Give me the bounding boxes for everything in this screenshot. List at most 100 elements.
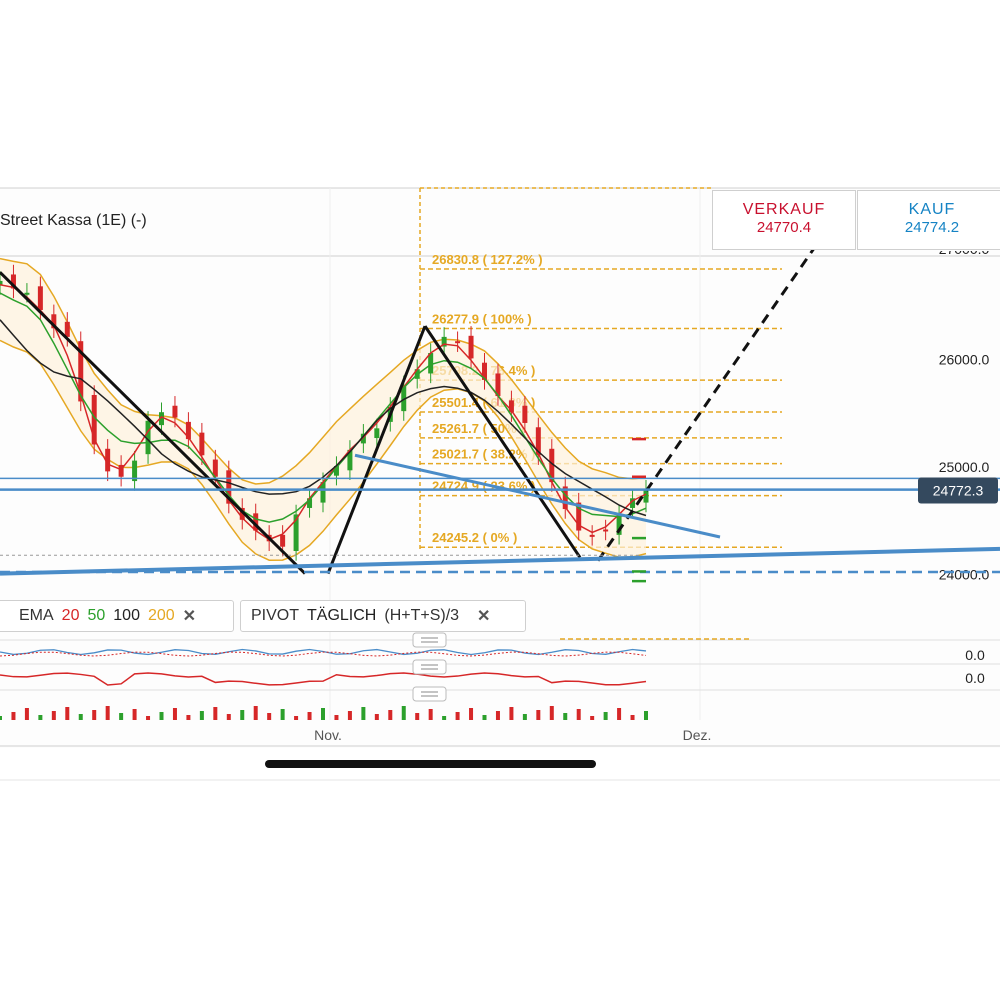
candle-body: [495, 373, 501, 397]
y-tick-label: 25000.0: [939, 459, 990, 475]
candle-body: [199, 432, 205, 456]
volume-bar: [267, 713, 272, 720]
ema-100-line: [0, 319, 647, 517]
pivot-indicator-chip[interactable]: PIVOT TÄGLICH (H+T+S)/3 ✕: [240, 600, 526, 632]
volume-bar: [509, 707, 514, 720]
candle-body: [455, 341, 461, 344]
volume-bar: [92, 710, 97, 720]
ema-period-100: 100: [113, 607, 140, 624]
volume-bar: [334, 715, 339, 720]
fib-level-label: 25261.7 ( 50% ): [432, 421, 525, 436]
volume-bar: [280, 709, 285, 720]
remove-ema-icon[interactable]: ✕: [182, 608, 197, 625]
candle-body: [78, 341, 84, 402]
panel-resize-handle: [412, 659, 447, 675]
pivot-label: PIVOT: [251, 607, 300, 624]
candle-body: [441, 336, 447, 347]
candle-body: [549, 448, 555, 483]
candle-body: [51, 314, 57, 329]
volume-bar: [361, 707, 366, 720]
candle-body: [616, 514, 622, 535]
volume-bar: [38, 715, 43, 720]
sell-value: 24770.4: [756, 219, 812, 236]
ema-period-20: 20: [61, 607, 80, 624]
candle-body: [91, 394, 97, 445]
fib-level-label: 26277.9 ( 100% ): [432, 311, 532, 326]
candle-body: [10, 274, 16, 289]
volume-bar: [172, 708, 177, 720]
resistance-trend-line: [354, 453, 721, 539]
candle-body: [307, 498, 313, 508]
volume-bar: [294, 716, 299, 720]
candle-body: [428, 353, 434, 374]
y-tick-label: 24000.0: [939, 567, 990, 583]
candle-body: [508, 400, 514, 413]
y-tick-label: 27000.0: [939, 241, 990, 257]
candle-body: [320, 482, 326, 503]
candle-body: [347, 449, 353, 471]
volume-bar: [146, 716, 151, 720]
fib-level-label: 26830.8 ( 127.2% ): [432, 252, 543, 267]
volume-bar: [428, 709, 433, 720]
buy-quote-button[interactable]: KAUF 24774.2: [857, 190, 1000, 250]
volume-bar: [65, 707, 70, 720]
ema-label: EMA: [19, 607, 54, 624]
volume-bar: [455, 712, 460, 720]
volume-bar: [105, 706, 110, 720]
volume-bar: [226, 714, 231, 720]
candle-body: [185, 421, 191, 440]
fib-level-label: 24245.2 ( 0% ): [432, 530, 517, 545]
candle-body: [522, 405, 528, 423]
volume-bar: [617, 708, 622, 720]
volume-bar: [347, 711, 352, 720]
volume-bar: [442, 716, 447, 720]
candle-body: [239, 507, 245, 520]
candle-body: [159, 412, 164, 426]
candle-body: [253, 513, 259, 531]
macd-signal: [0, 651, 647, 657]
volume-bar: [119, 713, 124, 720]
candle-body: [0, 280, 3, 286]
ema-period-200: 200: [147, 607, 175, 624]
volume-bar: [321, 708, 325, 720]
candle-body: [576, 502, 582, 531]
panel-resize-handle: [412, 632, 447, 648]
volume-bar: [495, 711, 500, 720]
candle-body: [401, 385, 407, 412]
candle-body: [333, 466, 339, 476]
remove-pivot-icon[interactable]: ✕: [477, 608, 491, 625]
candle-body: [360, 433, 366, 444]
price-tag-value: 24772.3: [933, 483, 984, 499]
volume-bar: [590, 716, 595, 720]
projection-dashed-line: [596, 244, 818, 562]
volume-bar: [415, 713, 420, 720]
candle-body: [468, 335, 474, 359]
volume-bar: [469, 708, 474, 720]
volume-bar: [0, 716, 2, 720]
candle-body: [172, 405, 178, 418]
volume-bar: [51, 711, 56, 720]
volume-bar: [11, 712, 16, 720]
ema-indicator-chip[interactable]: EMA 20 50 100 200 ✕: [0, 600, 234, 632]
instrument-title: Street Kassa (1E) (-): [0, 212, 147, 229]
volume-bar: [549, 706, 554, 720]
volume-bar: [307, 712, 312, 720]
macd-value-label: 0.0: [965, 647, 985, 663]
ema-50-line: [0, 292, 647, 523]
x-tick-label: Dez.: [683, 727, 712, 743]
volume-bar: [576, 709, 581, 720]
volume-bar: [482, 715, 487, 720]
volume-bar: [388, 710, 393, 720]
sell-quote-button[interactable]: VERKAUF 24770.4: [712, 190, 856, 250]
volume-bar: [199, 711, 204, 720]
volume-bar: [536, 710, 541, 720]
candle-body: [482, 362, 487, 380]
volume-bar: [186, 715, 191, 720]
oscillator-value-label: 0.0: [965, 670, 985, 686]
chart-panel-background: [0, 188, 1000, 748]
pivot-mode: TÄGLICH: [307, 607, 377, 624]
candle-body: [64, 321, 70, 337]
candle-body: [603, 529, 609, 532]
